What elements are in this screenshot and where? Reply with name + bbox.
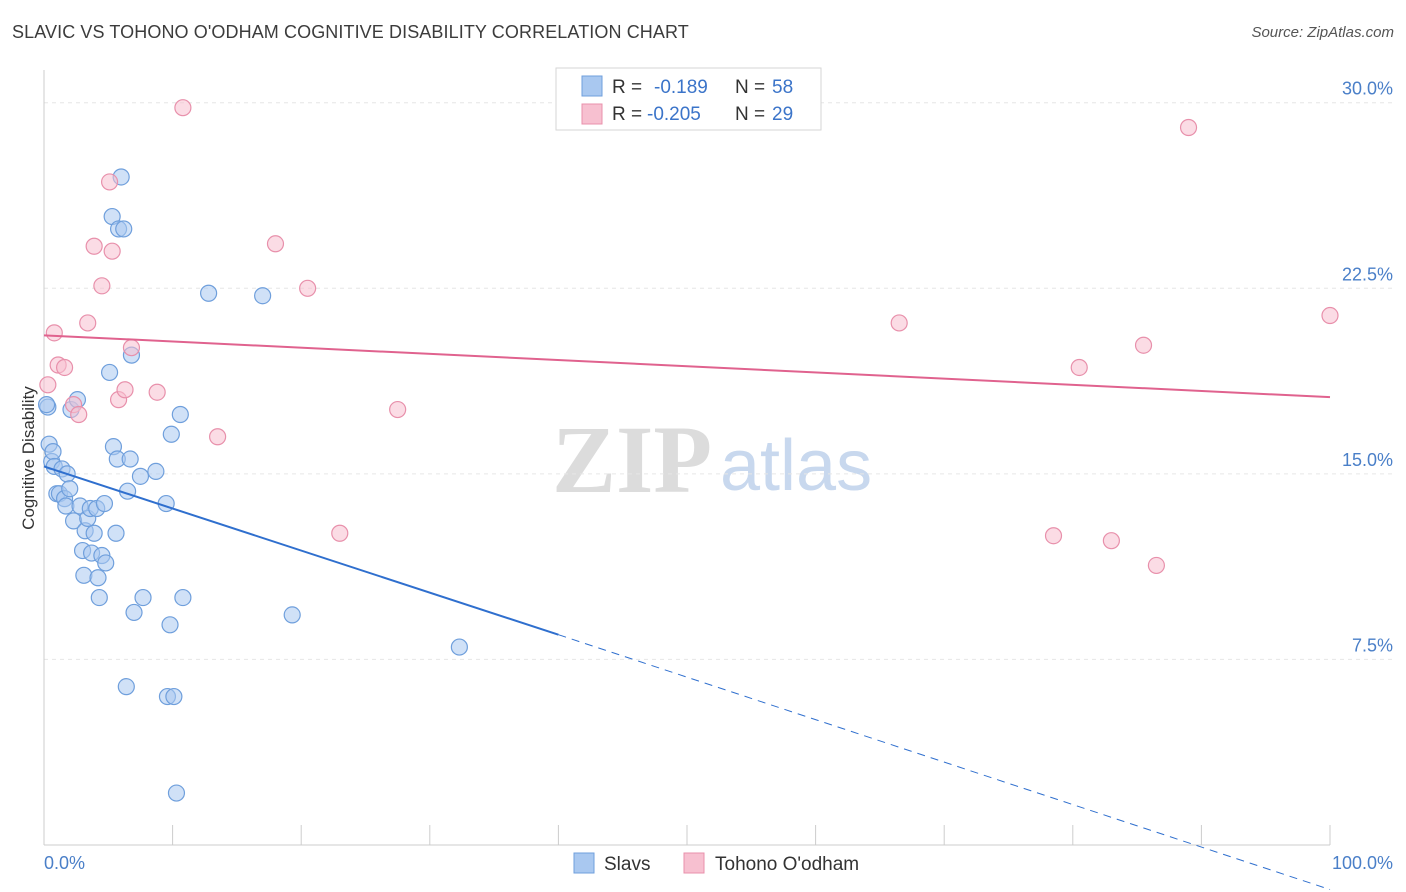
legend-slavs-swatch bbox=[581, 75, 603, 97]
scatter-point bbox=[125, 603, 143, 622]
legend-tohono-swatch bbox=[581, 103, 603, 125]
slavs-trend-line bbox=[43, 465, 559, 636]
bottom-legend-slavs-label: Slavs bbox=[604, 854, 650, 875]
slavs-points bbox=[37, 168, 468, 802]
legend-box: R = -0.189 N = 58 R = -0.205 N = 29 bbox=[555, 67, 822, 131]
scatter-point bbox=[45, 324, 63, 342]
scatter-point bbox=[174, 588, 192, 607]
legend-slavs-r-label: R = bbox=[612, 77, 642, 98]
scatter-point bbox=[103, 242, 121, 260]
legend-slavs-n-label: N = bbox=[735, 77, 765, 98]
bottom-legend-tohono-swatch bbox=[683, 852, 705, 874]
legend-tohono-n-value: 29 bbox=[772, 104, 793, 125]
scatter-point bbox=[389, 400, 407, 419]
watermark-zip: ZIP bbox=[552, 406, 712, 513]
tohono-trend-line bbox=[43, 334, 1331, 399]
scatter-point bbox=[1134, 336, 1153, 354]
y-tick-label: 22.5% bbox=[1342, 264, 1393, 284]
scatter-point bbox=[450, 638, 468, 656]
scatter-point bbox=[39, 376, 57, 394]
scatter-point bbox=[1179, 118, 1198, 137]
legend-slavs-r-value: -0.189 bbox=[654, 77, 708, 98]
legend-slavs-n-value: 58 bbox=[772, 77, 793, 98]
y-tick-label: 30.0% bbox=[1342, 79, 1393, 99]
scatter-point bbox=[116, 381, 134, 399]
scatter-point bbox=[44, 443, 62, 461]
scatter-point bbox=[95, 494, 114, 513]
scatter-point bbox=[165, 687, 183, 706]
scatter-point bbox=[1321, 306, 1339, 325]
scatter-point bbox=[1102, 532, 1120, 550]
scatter-point bbox=[85, 237, 103, 255]
source-label: Source: ZipAtlas.com bbox=[1251, 24, 1394, 41]
y-tick-labels: 7.5% 15.0% 22.5% 30.0% bbox=[1342, 79, 1393, 656]
x-tick-label-max: 100.0% bbox=[1332, 853, 1393, 873]
chart-title: SLAVIC VS TOHONO O'ODHAM COGNITIVE DISAB… bbox=[12, 22, 689, 42]
scatter-point bbox=[55, 358, 74, 377]
scatter-point bbox=[1147, 556, 1165, 575]
scatter-point bbox=[107, 524, 125, 542]
scatter-point bbox=[97, 554, 115, 572]
scatter-point bbox=[200, 284, 218, 302]
scatter-point bbox=[147, 462, 165, 480]
scatter-point bbox=[85, 524, 103, 542]
scatter-point bbox=[148, 383, 166, 401]
scatter-point bbox=[174, 99, 192, 117]
legend-tohono-r-label: R = bbox=[612, 104, 642, 125]
scatter-point bbox=[171, 405, 189, 424]
y-tick-label: 7.5% bbox=[1352, 635, 1393, 655]
trend-lines bbox=[43, 334, 1331, 891]
scatter-point bbox=[37, 395, 56, 414]
scatter-point bbox=[283, 606, 301, 624]
x-ticks bbox=[43, 825, 1331, 845]
scatter-point bbox=[162, 425, 180, 443]
scatter-point bbox=[100, 173, 119, 191]
scatter-point bbox=[117, 678, 135, 696]
scatter-point bbox=[70, 405, 88, 424]
scatter-point bbox=[331, 524, 349, 542]
scatter-point bbox=[1044, 527, 1063, 545]
scatter-point bbox=[266, 235, 285, 253]
y-axis-title: Cognitive Disability bbox=[19, 386, 38, 530]
scatter-point bbox=[890, 314, 908, 332]
scatter-point bbox=[121, 450, 139, 468]
scatter-point bbox=[299, 279, 317, 297]
bottom-legend-tohono-label: Tohono O'odham bbox=[715, 854, 859, 875]
scatter-point bbox=[61, 480, 79, 498]
scatter-point bbox=[93, 277, 111, 295]
scatter-point bbox=[254, 287, 272, 305]
scatter-point bbox=[115, 220, 133, 238]
scatter-point bbox=[89, 569, 107, 587]
x-tick-label-min: 0.0% bbox=[44, 853, 85, 873]
scatter-point bbox=[167, 784, 186, 802]
y-tick-label: 15.0% bbox=[1342, 450, 1393, 470]
scatter-point bbox=[100, 363, 119, 382]
bottom-legend-slavs-swatch bbox=[573, 852, 595, 874]
slavs-trend-extension bbox=[558, 634, 1331, 891]
legend-tohono-n-label: N = bbox=[735, 104, 765, 125]
legend-tohono-r-value: -0.205 bbox=[647, 104, 701, 125]
scatter-point bbox=[122, 339, 141, 357]
scatter-point bbox=[134, 588, 152, 607]
scatter-point bbox=[79, 314, 97, 332]
scatter-point bbox=[75, 566, 93, 584]
scatter-point bbox=[209, 428, 227, 446]
scatter-point bbox=[131, 467, 150, 485]
gridlines bbox=[44, 102, 1393, 660]
bottom-legend: Slavs Tohono O'odham bbox=[573, 852, 859, 875]
scatter-point bbox=[90, 588, 108, 607]
watermark-atlas: atlas bbox=[720, 426, 872, 506]
scatter-point bbox=[161, 616, 179, 634]
scatter-point bbox=[1070, 358, 1088, 377]
